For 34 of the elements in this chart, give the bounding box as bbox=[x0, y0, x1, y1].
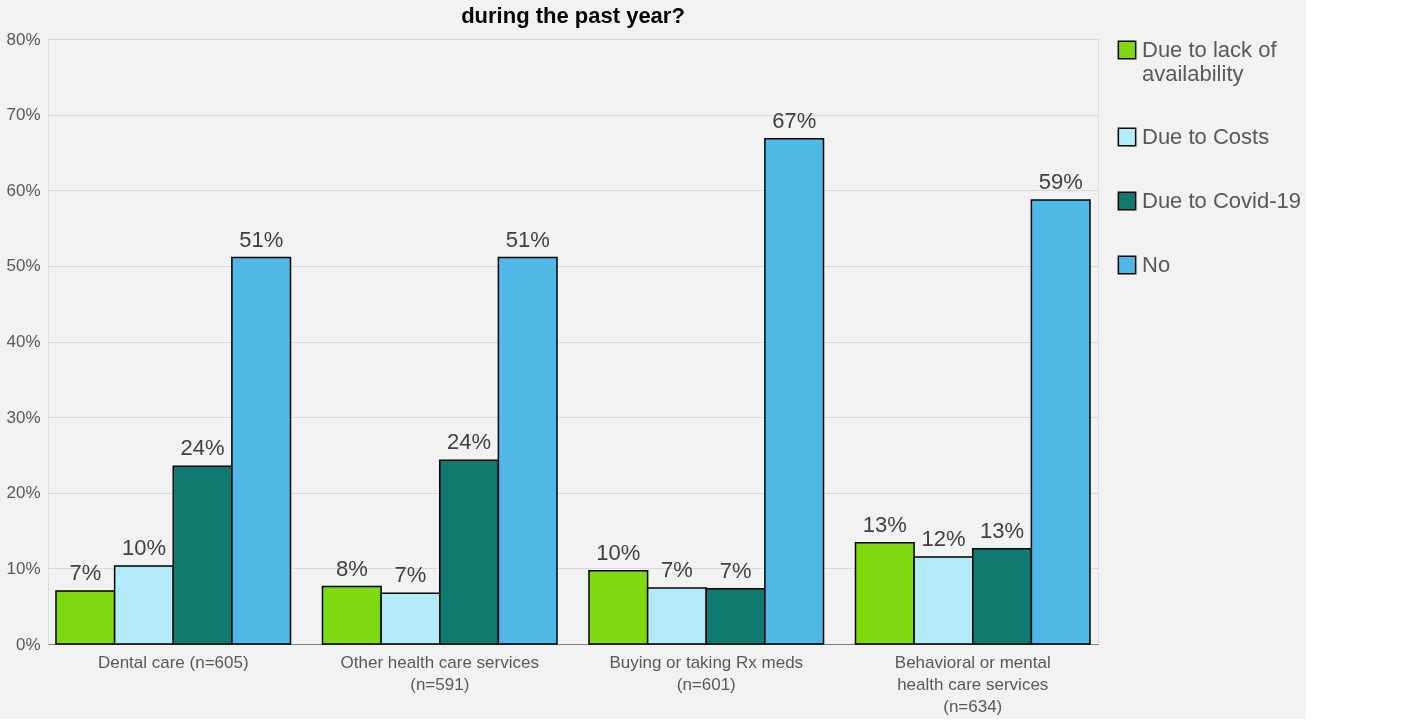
data-label: 10% bbox=[121, 535, 166, 561]
data-label: 12% bbox=[921, 526, 966, 552]
data-label: 8% bbox=[335, 555, 368, 581]
legend-label: No bbox=[1142, 252, 1171, 277]
y-tick-label: 40% bbox=[6, 332, 41, 351]
y-tick-label: 60% bbox=[6, 180, 41, 200]
x-tick-label: Dental care (n=605) bbox=[97, 652, 249, 672]
y-tick-label: 20% bbox=[6, 483, 41, 503]
data-label: 24% bbox=[447, 429, 492, 455]
x-tick-label: Behavioral or mental health care services (n=634) bbox=[894, 652, 1051, 716]
legend-label: Due to Covid-19 bbox=[1142, 188, 1301, 213]
chart-title: during the past year? bbox=[461, 3, 685, 28]
data-label: 59% bbox=[1038, 169, 1083, 195]
data-label: 13% bbox=[980, 517, 1025, 543]
data-label: 10% bbox=[596, 539, 641, 565]
x-tick-label: Buying or taking Rx meds (n=601) bbox=[609, 652, 804, 694]
y-tick-label: 30% bbox=[6, 407, 41, 427]
data-label: 67% bbox=[772, 107, 817, 133]
y-tick-label: 50% bbox=[6, 256, 41, 276]
y-tick-label: 70% bbox=[6, 105, 41, 125]
data-label: 51% bbox=[239, 226, 284, 252]
legend-label: Due to lack of availability bbox=[1142, 37, 1278, 86]
data-label: 7% bbox=[719, 557, 752, 583]
y-tick-label: 80% bbox=[6, 29, 41, 49]
data-label: 7% bbox=[69, 560, 102, 586]
data-label: 7% bbox=[394, 562, 427, 588]
y-tick-label: 0% bbox=[15, 634, 41, 654]
legend-label: Due to Costs bbox=[1142, 124, 1270, 149]
data-label: 7% bbox=[661, 557, 693, 583]
data-label: 24% bbox=[180, 435, 225, 461]
y-tick-label: 10% bbox=[6, 558, 41, 578]
data-label: 51% bbox=[505, 226, 550, 252]
x-tick-label: Other health care services (n=591) bbox=[340, 652, 539, 694]
data-label: 13% bbox=[862, 511, 907, 537]
